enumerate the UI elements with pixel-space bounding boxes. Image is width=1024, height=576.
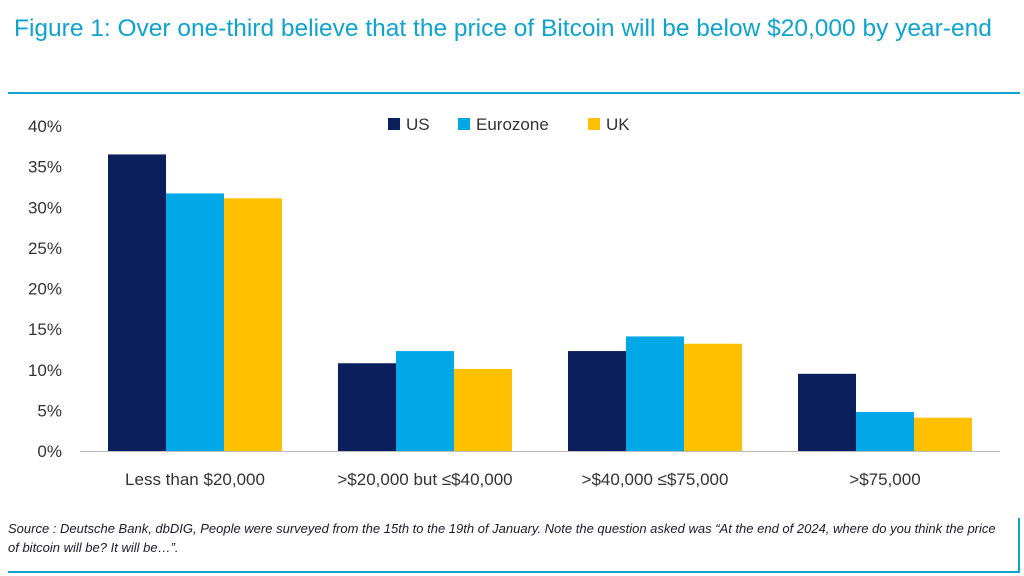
legend-label-us: US bbox=[406, 115, 430, 134]
y-tick-label: 30% bbox=[28, 198, 62, 217]
y-tick-label: 5% bbox=[37, 401, 62, 420]
bar-us-0 bbox=[108, 154, 166, 451]
y-tick-label: 35% bbox=[28, 158, 62, 177]
bar-chart: 0% 5% 10% 15% 20% 25% 30% 35% 40% Less than $20,… bbox=[28, 115, 1000, 489]
footer-divider bbox=[8, 571, 1020, 573]
y-tick-label: 20% bbox=[28, 280, 62, 299]
bar-us-2 bbox=[568, 351, 626, 451]
bar-eurozone-0 bbox=[166, 193, 224, 451]
legend-label-eurozone: Eurozone bbox=[476, 115, 549, 134]
x-category-label: >$40,000 ≤$75,000 bbox=[582, 470, 729, 489]
x-category-label: Less than $20,000 bbox=[125, 470, 265, 489]
legend: US Eurozone UK bbox=[388, 115, 630, 134]
legend-swatch-eurozone bbox=[458, 118, 470, 130]
y-tick-label: 10% bbox=[28, 361, 62, 380]
bars bbox=[108, 154, 972, 451]
footer-side-divider bbox=[1018, 518, 1020, 573]
x-category-label: >$20,000 but ≤$40,000 bbox=[337, 470, 512, 489]
x-category-label: >$75,000 bbox=[849, 470, 920, 489]
bar-us-1 bbox=[338, 363, 396, 451]
bar-eurozone-1 bbox=[396, 351, 454, 451]
bar-uk-0 bbox=[224, 198, 282, 451]
bar-us-3 bbox=[798, 373, 856, 451]
legend-swatch-us bbox=[388, 118, 400, 130]
bar-eurozone-3 bbox=[856, 412, 914, 451]
title-divider bbox=[8, 92, 1020, 94]
x-axis: Less than $20,000 >$20,000 but ≤$40,000 >$… bbox=[80, 451, 1000, 489]
bar-uk-1 bbox=[454, 368, 512, 451]
legend-label-uk: UK bbox=[606, 115, 630, 134]
bar-uk-2 bbox=[684, 343, 742, 451]
y-tick-label: 25% bbox=[28, 239, 62, 258]
y-tick-label: 15% bbox=[28, 320, 62, 339]
bar-eurozone-2 bbox=[626, 336, 684, 451]
legend-swatch-uk bbox=[588, 118, 600, 130]
bar-uk-3 bbox=[914, 417, 972, 451]
figure-title: Figure 1: Over one-third believe that th… bbox=[14, 15, 992, 42]
y-tick-label: 0% bbox=[37, 442, 62, 461]
y-tick-label: 40% bbox=[28, 117, 62, 136]
source-note: Source : Deutsche Bank, dbDIG, People we… bbox=[8, 521, 996, 555]
y-axis: 0% 5% 10% 15% 20% 25% 30% 35% 40% bbox=[28, 117, 62, 461]
